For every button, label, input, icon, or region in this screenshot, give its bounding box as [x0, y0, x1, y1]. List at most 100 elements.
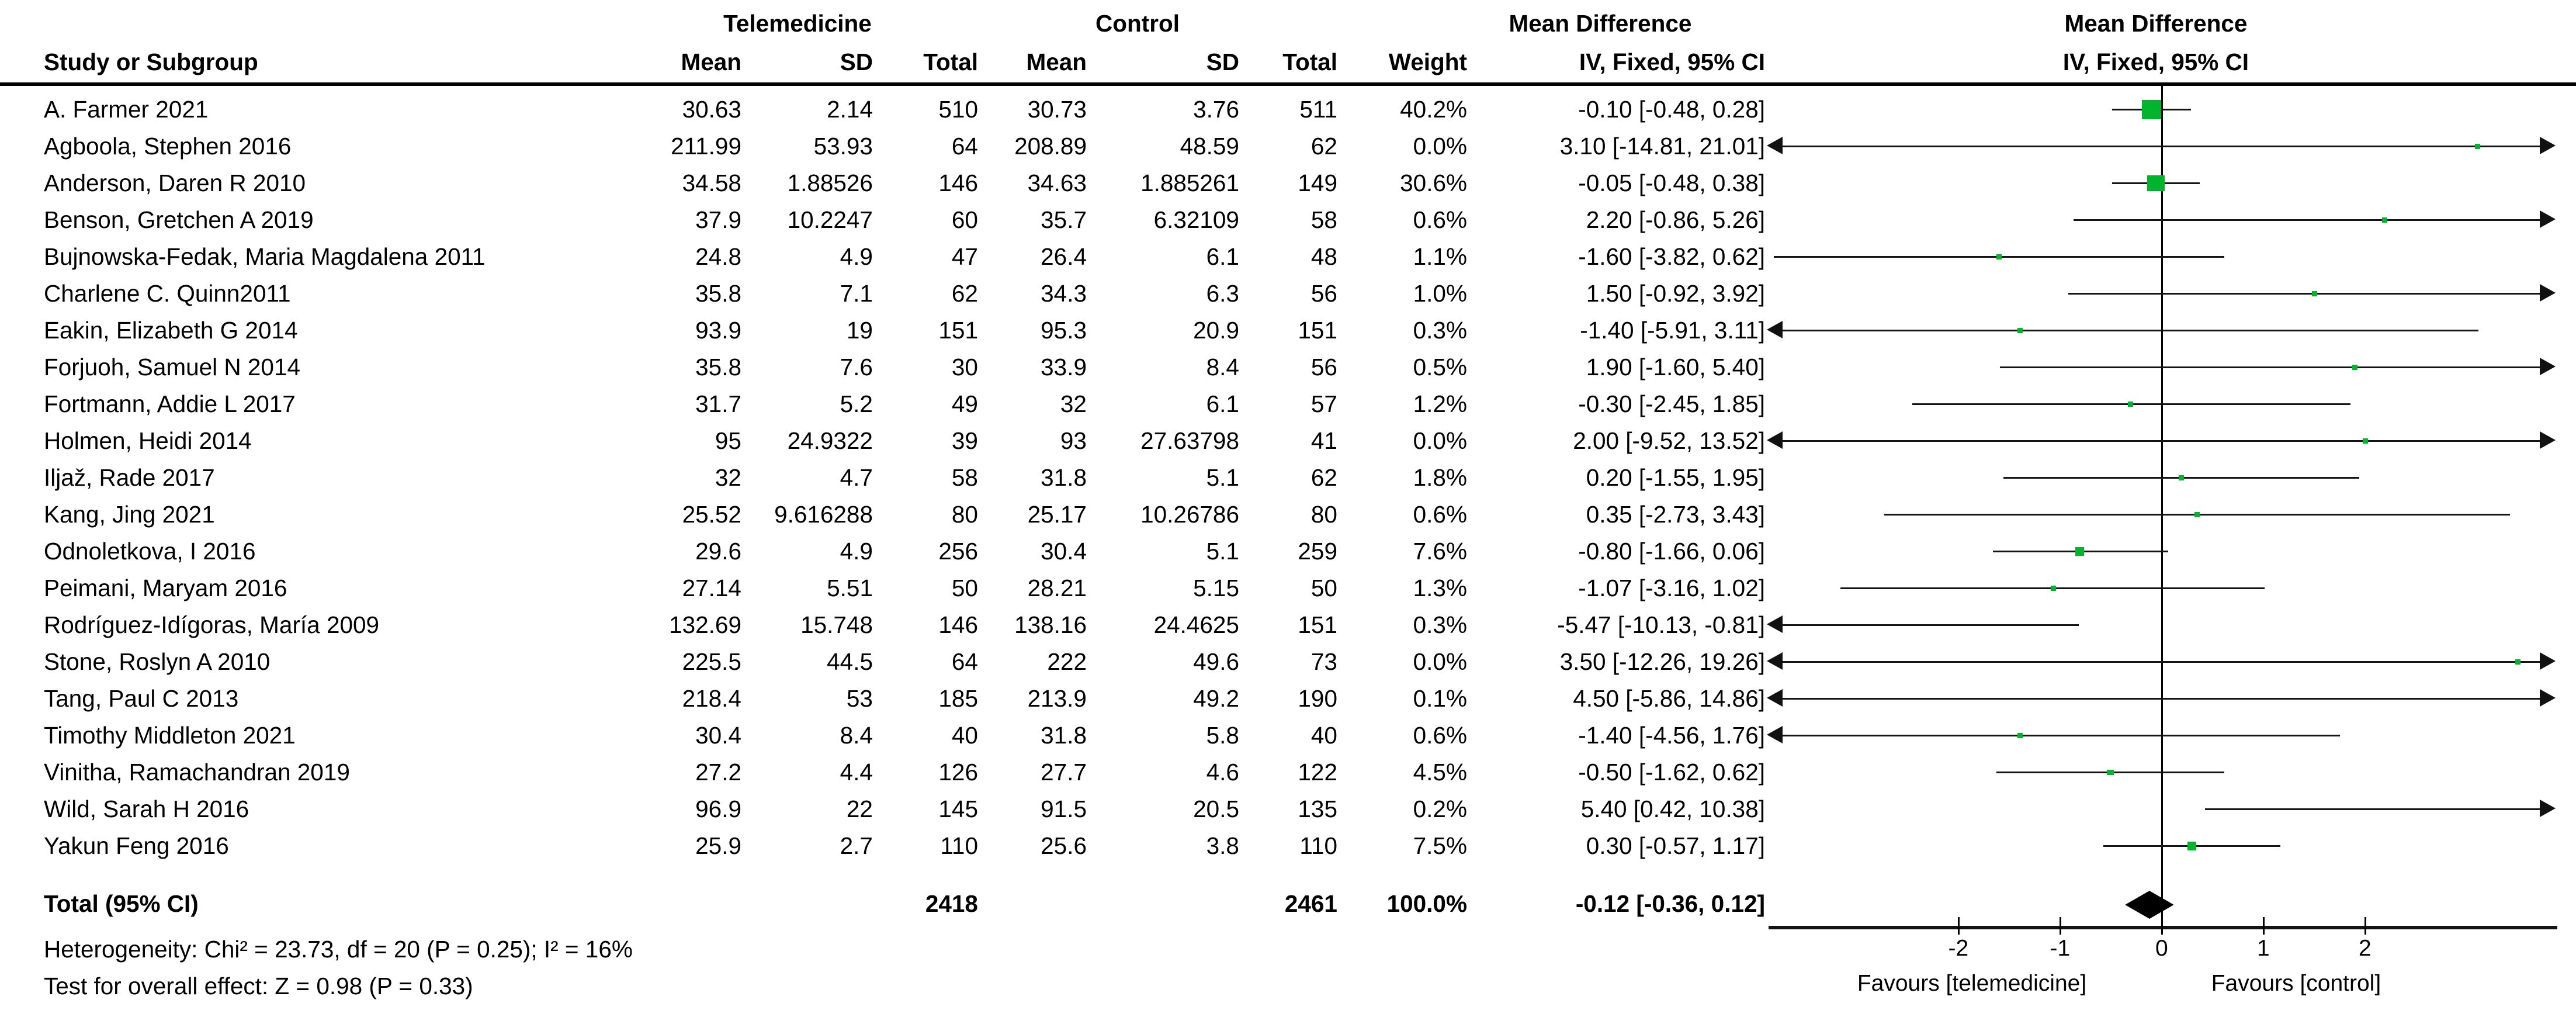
plot-header-mean-difference: Mean Difference	[2064, 11, 2248, 37]
control-total: 56	[1310, 281, 1337, 307]
axis-tick-label: -2	[1948, 935, 1969, 961]
telemedicine-total: 49	[951, 391, 978, 417]
control-mean: 30.73	[1027, 96, 1087, 123]
col-header-c-mean: Mean	[1026, 49, 1087, 75]
control-total: 122	[1298, 759, 1337, 786]
ci-text: 2.00 [-9.52, 13.52]	[1573, 428, 1765, 454]
control-sd: 4.6	[1206, 759, 1239, 786]
control-sd: 49.2	[1193, 686, 1239, 712]
weight-value: 4.5%	[1413, 759, 1467, 786]
control-sd: 5.8	[1206, 722, 1239, 749]
study-label: Forjuoh, Samuel N 2014	[44, 354, 301, 380]
table-row: Peimani, Maryam 2016 27.14 5.51 50 28.21…	[0, 570, 2576, 607]
control-total: 58	[1310, 207, 1337, 233]
weight-value: 0.3%	[1413, 317, 1467, 344]
telemedicine-total: 60	[951, 207, 978, 233]
table-row: Agboola, Stephen 2016 211.99 53.93 64 20…	[0, 128, 2576, 165]
control-mean: 31.8	[1041, 465, 1087, 491]
telemedicine-mean: 225.5	[682, 649, 741, 675]
control-sd: 3.8	[1206, 833, 1239, 859]
axis-tick	[2058, 917, 2062, 934]
study-label: Agboola, Stephen 2016	[44, 133, 292, 160]
telemedicine-mean: 24.8	[695, 244, 741, 270]
telemedicine-sd: 44.5	[827, 649, 873, 675]
study-label: Charlene C. Quinn2011	[44, 281, 291, 307]
telemedicine-total: 256	[938, 538, 978, 565]
study-label: Tang, Paul C 2013	[44, 686, 239, 712]
telemedicine-sd: 4.4	[840, 759, 873, 786]
study-label: Wild, Sarah H 2016	[44, 796, 249, 822]
ci-text: -1.07 [-3.16, 1.02]	[1578, 575, 1765, 601]
control-mean: 25.17	[1027, 501, 1087, 528]
axis-tick	[2363, 917, 2367, 934]
clip-arrow-right-icon	[2540, 652, 2556, 670]
axis-tick-label: 1	[2257, 935, 2270, 961]
ci-text: 0.30 [-0.57, 1.17]	[1586, 833, 1765, 859]
effect-marker	[2187, 842, 2197, 850]
telemedicine-mean: 132.69	[669, 612, 741, 638]
table-row: Holmen, Heidi 2014 95 24.9322 39 93 27.6…	[0, 423, 2576, 459]
control-total: 62	[1310, 465, 1337, 491]
axis-tick	[2262, 917, 2265, 934]
table-row: Timothy Middleton 2021 30.4 8.4 40 31.8 …	[0, 717, 2576, 754]
telemedicine-total: 58	[951, 465, 978, 491]
weight-value: 40.2%	[1400, 96, 1467, 123]
weight-value: 1.3%	[1413, 575, 1467, 601]
study-label: Kang, Jing 2021	[44, 501, 215, 528]
col-header-study: Study or Subgroup	[44, 49, 258, 75]
ci-text: 0.20 [-1.55, 1.95]	[1586, 465, 1765, 491]
telemedicine-mean: 27.2	[695, 759, 741, 786]
table-row: A. Farmer 2021 30.63 2.14 510 30.73 3.76…	[0, 91, 2576, 128]
ci-text: 4.50 [-5.86, 14.86]	[1573, 686, 1765, 712]
effect-marker	[2016, 328, 2022, 333]
control-sd: 6.1	[1206, 244, 1239, 270]
col-header-ci: IV, Fixed, 95% CI	[1579, 49, 1765, 75]
axis-tick	[2160, 917, 2164, 934]
telemedicine-sd: 2.7	[840, 833, 873, 859]
favours-left-label: Favours [telemedicine]	[1857, 968, 2087, 995]
ci-line	[1783, 660, 2541, 664]
telemedicine-total: 40	[951, 722, 978, 749]
control-sd: 48.59	[1180, 133, 1239, 160]
study-label: Eakin, Elizabeth G 2014	[44, 317, 298, 344]
telemedicine-sd: 4.9	[840, 244, 873, 270]
zero-line	[2160, 86, 2164, 928]
control-mean: 34.63	[1027, 170, 1087, 196]
control-mean: 91.5	[1041, 796, 1087, 822]
clip-arrow-left-icon	[1767, 689, 1783, 707]
table-row: Tang, Paul C 2013 218.4 53 185 213.9 49.…	[0, 680, 2576, 717]
telemedicine-total: 47	[951, 244, 978, 270]
effect-marker	[2128, 402, 2134, 407]
weight-value: 1.0%	[1413, 281, 1467, 307]
control-total: 41	[1310, 428, 1337, 454]
study-label: Fortmann, Addie L 2017	[44, 391, 296, 417]
clip-arrow-right-icon	[2540, 210, 2556, 228]
telemedicine-sd: 10.2247	[787, 207, 873, 233]
control-total: 190	[1298, 686, 1337, 712]
telemedicine-sd: 4.7	[840, 465, 873, 491]
table-row: Rodríguez-Idígoras, María 2009 132.69 15…	[0, 607, 2576, 644]
telemedicine-total: 64	[951, 133, 978, 160]
telemedicine-mean: 29.6	[695, 538, 741, 565]
control-total: 56	[1310, 354, 1337, 380]
ci-text: 0.35 [-2.73, 3.43]	[1586, 501, 1765, 528]
telemedicine-sd: 53	[846, 686, 873, 712]
ci-text: -0.10 [-0.48, 0.28]	[1578, 96, 1765, 123]
control-mean: 33.9	[1041, 354, 1087, 380]
control-mean: 222	[1047, 649, 1087, 675]
telemedicine-sd: 1.88526	[787, 170, 873, 196]
ci-text: -0.05 [-0.48, 0.38]	[1578, 170, 1765, 196]
weight-value: 0.0%	[1413, 428, 1467, 454]
effect-marker	[2076, 547, 2085, 556]
telemedicine-mean: 27.14	[682, 575, 741, 601]
telemedicine-sd: 4.9	[840, 538, 873, 565]
study-label: Stone, Roslyn A 2010	[44, 649, 271, 675]
telemedicine-total: 110	[940, 833, 978, 859]
telemedicine-sd: 7.1	[840, 281, 873, 307]
ci-text: -5.47 [-10.13, -0.81]	[1557, 612, 1765, 638]
control-total: 511	[1299, 96, 1337, 123]
control-sd: 6.32109	[1153, 207, 1239, 233]
telemedicine-mean: 35.8	[695, 281, 741, 307]
telemedicine-total: 510	[938, 96, 978, 123]
ci-line	[1783, 440, 2541, 443]
